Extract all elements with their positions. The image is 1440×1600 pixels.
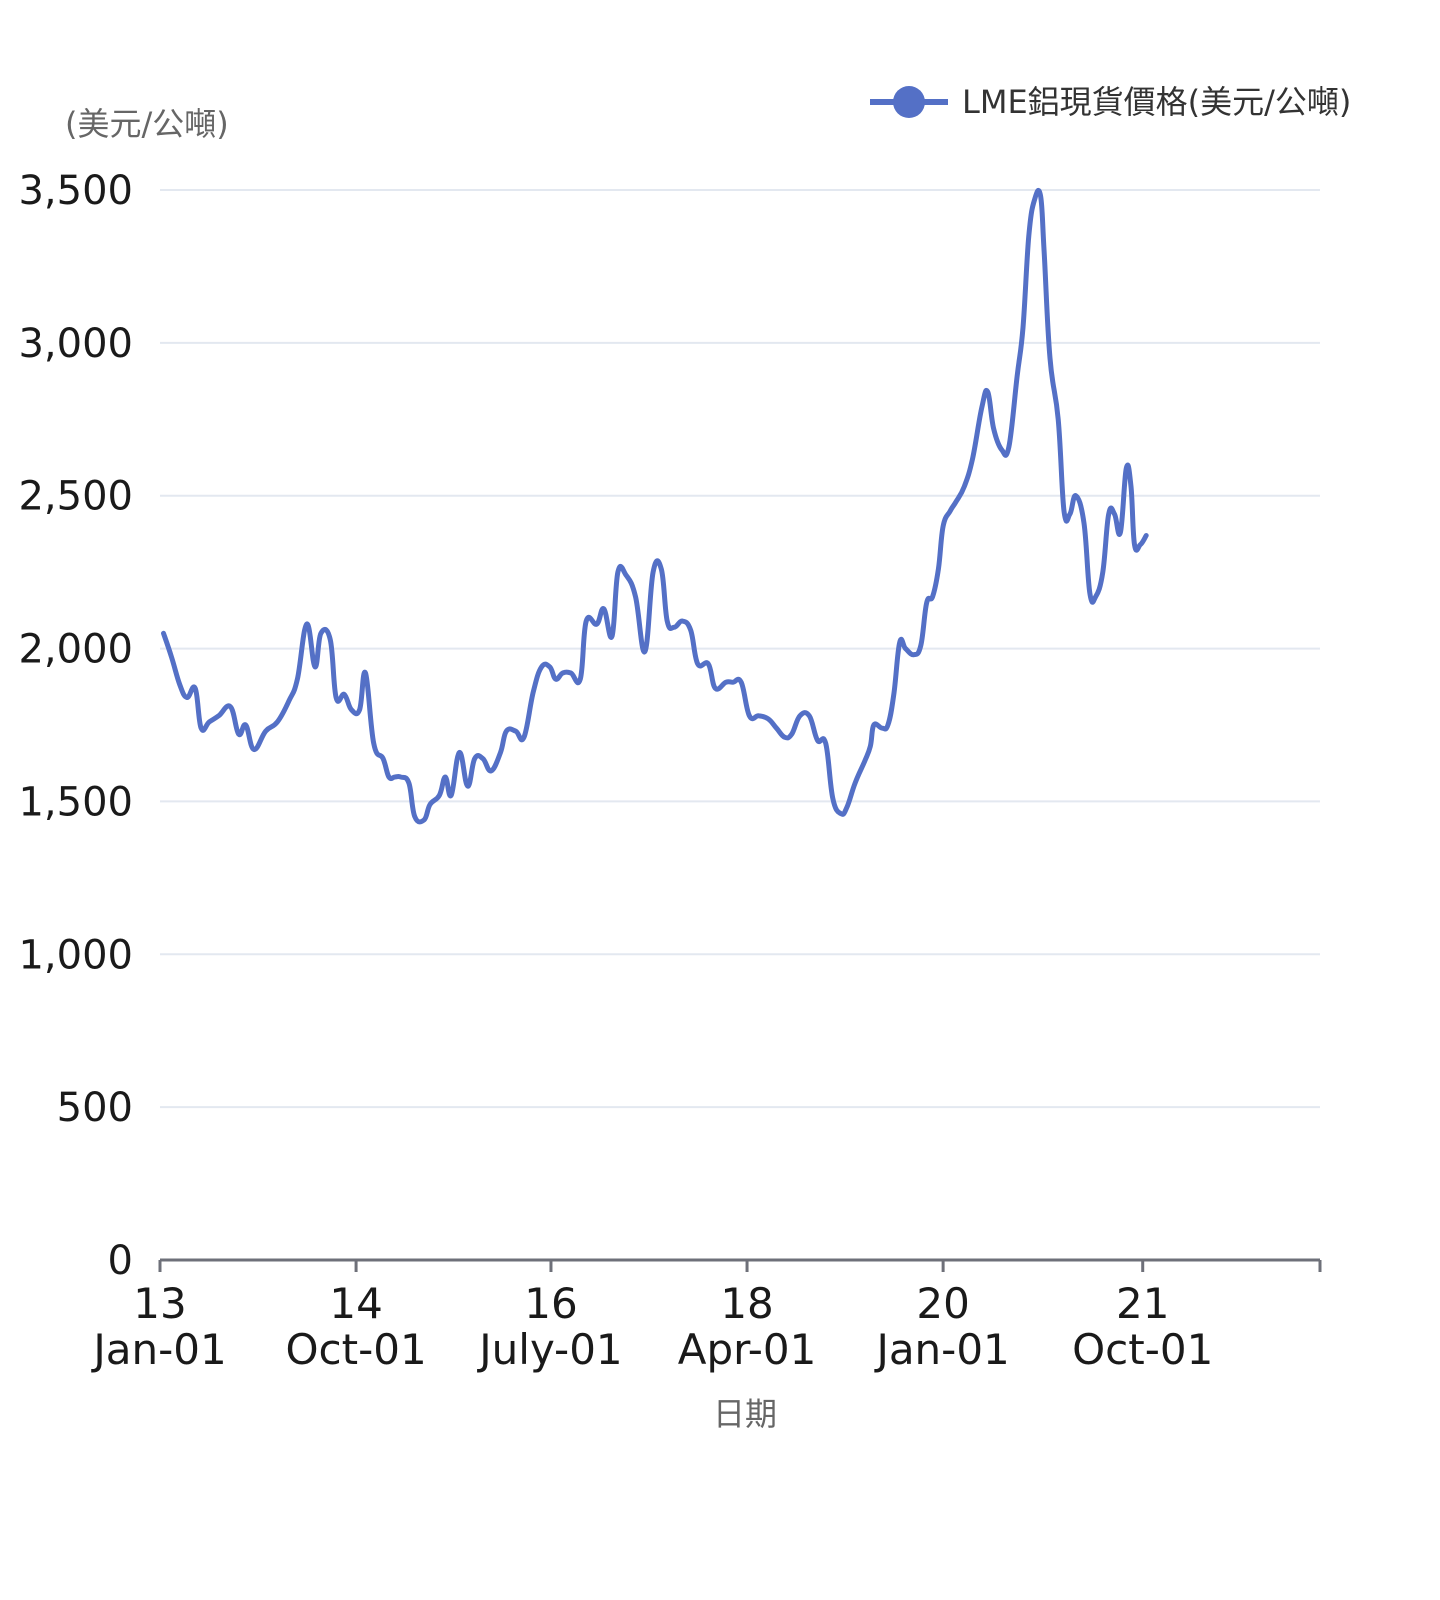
x-tick-label: 21 — [1116, 1279, 1169, 1328]
y-tick-label: 2,500 — [18, 474, 133, 520]
series-line[interactable] — [161, 187, 1149, 825]
x-tick-label: 13 — [133, 1279, 186, 1328]
y-tick-label: 1,000 — [18, 932, 133, 978]
y-tick-label: 2,000 — [18, 627, 133, 673]
y-unit-label: (美元/公噸) — [65, 105, 229, 143]
legend-label: LME鋁現貨價格(美元/公噸) — [962, 83, 1351, 121]
x-axis — [158, 1258, 1322, 1272]
x-tick-label: Oct-01 — [285, 1325, 426, 1374]
x-tick-label: Jan-01 — [90, 1325, 226, 1374]
legend-marker — [893, 86, 925, 118]
gridlines — [160, 189, 1320, 1109]
x-axis-title: 日期 — [713, 1395, 777, 1433]
series-layer — [161, 187, 1149, 825]
y-tick-label: 0 — [108, 1238, 133, 1284]
x-tick-label: Jan-01 — [873, 1325, 1009, 1374]
y-tick-label: 1,500 — [18, 779, 133, 825]
x-tick-label: Oct-01 — [1072, 1325, 1213, 1374]
y-tick-label: 500 — [57, 1085, 133, 1131]
x-tick-label: 20 — [916, 1279, 969, 1328]
x-tick-label: 14 — [329, 1279, 382, 1328]
x-tick-label: July-01 — [476, 1325, 622, 1374]
x-tick-label: 18 — [720, 1279, 773, 1328]
labels: 05001,0001,5002,0002,5003,0003,50013Jan-… — [18, 168, 1213, 1374]
x-tick-label: 16 — [524, 1279, 577, 1328]
y-tick-label: 3,500 — [18, 168, 133, 214]
legend[interactable]: LME鋁現貨價格(美元/公噸) — [870, 83, 1351, 121]
y-tick-label: 3,000 — [18, 321, 133, 367]
x-tick-label: Apr-01 — [678, 1325, 817, 1374]
